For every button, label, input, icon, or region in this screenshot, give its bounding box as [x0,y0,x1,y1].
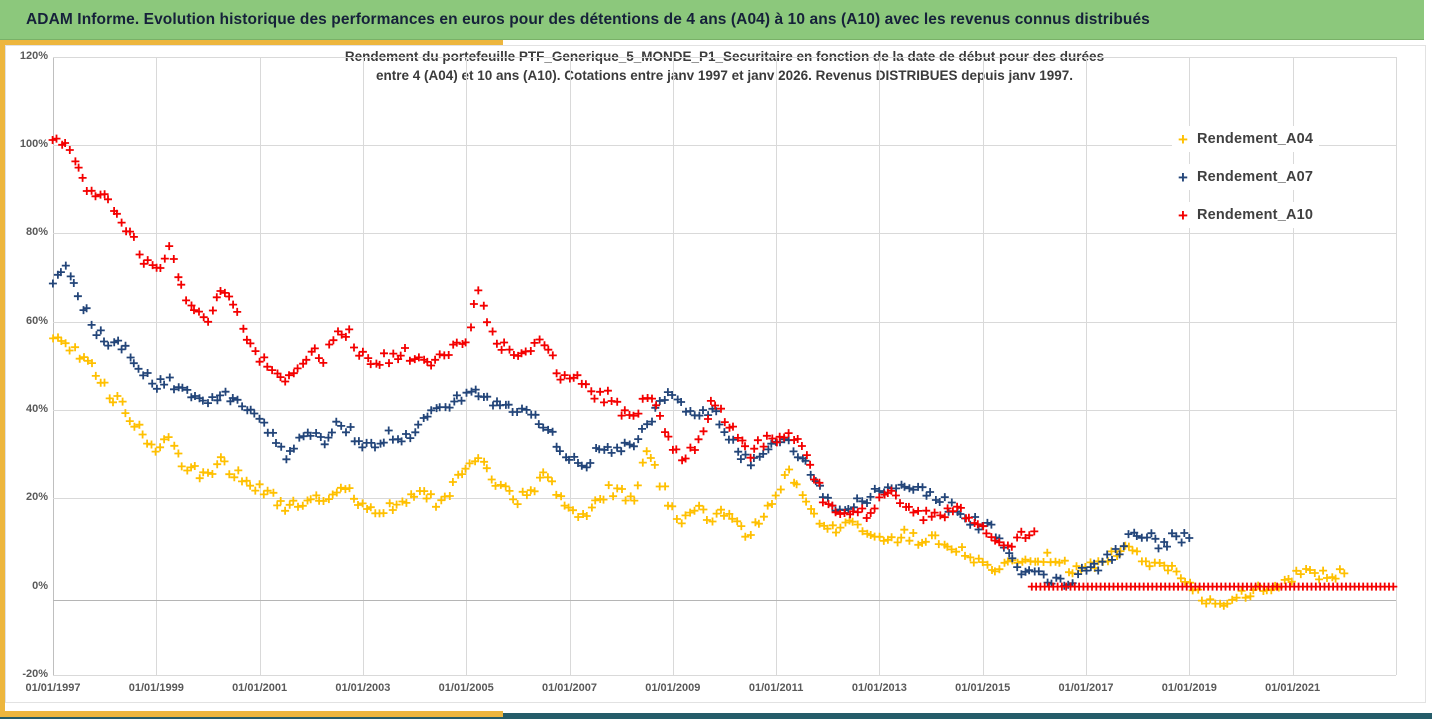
x-axis-label-2001: 01/01/2001 [232,682,288,694]
y-axis-label-80%: 80% [25,226,48,239]
y-axis-label-0%: 0% [32,579,48,592]
x-axis-label-2007: 01/01/2007 [541,682,598,694]
h-gridline-120 [53,56,1396,58]
h-gridline-40 [53,410,1396,411]
x-axis-label-1997: 01/01/1997 [25,682,81,694]
v-gridline-2017 [1086,57,1087,675]
window-title-bar: ADAM Informe. Evolution historique des p… [0,0,1424,40]
v-gridline-2009 [672,57,674,675]
x-axis-label-2021: 01/01/2021 [1265,682,1321,694]
chart-title-line2: entre 4 (A04) et 10 ans (A10). Cotations… [375,68,1074,83]
legend-item-rendement_a10[interactable]: + Rendement_A10 [1172,202,1320,228]
h-gridline-100 [53,145,1396,147]
v-gridline-2015 [982,57,984,675]
x-axis-label-2015: 01/01/2015 [955,682,1011,694]
accent-bar-left [0,40,5,719]
x-axis-label-2011: 01/01/2011 [748,682,804,694]
chart-title-line1: Rendement du portefeuille PTF_Generique_… [344,49,1105,64]
x-axis-line [53,600,1396,601]
y-axis-label--20%: -20% [22,667,48,680]
legend-plus-marker-icon: + [1178,129,1188,149]
v-gridline-2023 [1395,57,1397,675]
x-axis-label-2003: 01/01/2003 [335,682,391,694]
x-axis-label-2005: 01/01/2005 [438,682,494,694]
v-gridline-2005 [466,57,468,675]
series-points-rendement_a07[interactable] [48,261,1194,590]
x-axis-label-2017: 01/01/2017 [1058,682,1114,694]
legend-label: Rendement_A10 [1196,207,1314,223]
y-axis-label-100%: 100% [19,138,48,151]
h-gridline--20 [53,674,1396,676]
legend-plus-marker-icon: + [1178,167,1188,187]
footer-scroll-indicator[interactable] [0,711,503,717]
legend-label: Rendement_A07 [1196,169,1314,185]
h-gridline-60 [53,321,1396,323]
v-gridline-1999 [156,57,158,675]
accent-bar-top [0,40,503,45]
v-gridline-2013 [879,57,881,675]
x-axis-label-2019: 01/01/2019 [1161,682,1217,694]
series-points-rendement_a10[interactable] [48,134,1398,591]
x-axis-label-2009: 01/01/2009 [645,682,701,694]
y-axis-label-60%: 60% [25,314,48,327]
v-gridline-2019 [1189,57,1191,675]
v-gridline-2021 [1292,57,1294,675]
series-points-rendement_a04[interactable] [49,333,1349,610]
x-axis-label-1999: 01/01/1999 [128,682,184,694]
footer-bar-teal [0,713,1432,719]
v-gridline-2003 [362,57,364,675]
v-gridline-2007 [569,57,571,675]
legend-label: Rendement_A04 [1196,131,1314,147]
h-gridline-80 [53,233,1396,235]
x-axis-label-2013: 01/01/2013 [851,682,907,694]
legend-plus-marker-icon: + [1178,205,1188,225]
legend-item-rendement_a07[interactable]: + Rendement_A07 [1172,164,1320,190]
v-gridline-2011 [776,57,778,675]
chart-title: Rendement du portefeuille PTF_Generique_… [53,47,1396,85]
y-axis-label-20%: 20% [25,491,48,504]
legend-item-rendement_a04[interactable]: + Rendement_A04 [1172,126,1320,152]
y-axis-label-40%: 40% [25,403,48,415]
y-axis-label-120%: 120% [19,49,48,62]
h-gridline-20 [53,498,1396,500]
v-gridline-2001 [259,57,261,675]
y-axis-line [53,57,54,675]
chart-area [5,45,1426,703]
